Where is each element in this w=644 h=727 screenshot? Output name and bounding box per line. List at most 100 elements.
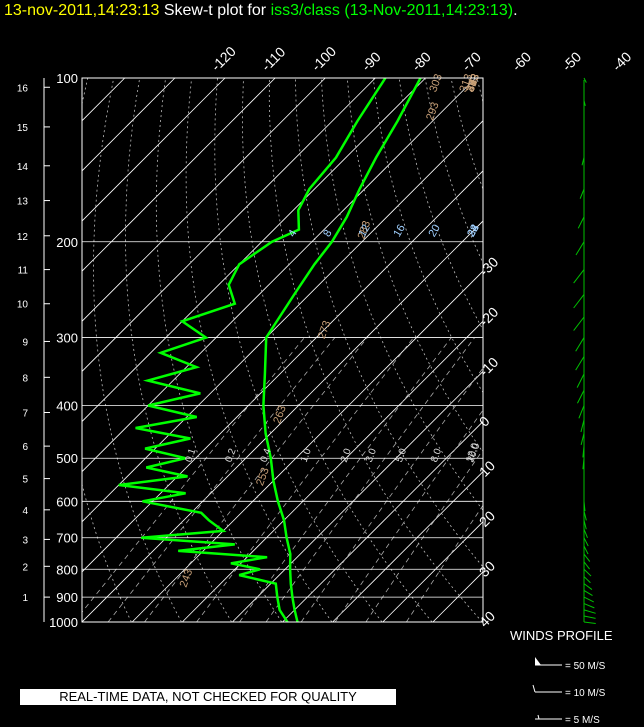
pressure-tick-label: 700 [56, 531, 78, 546]
winds-profile-title: WINDS PROFILE [510, 628, 613, 643]
mixing-ratio-label: 3.0 [364, 447, 379, 464]
top-temperature-label: -50 [559, 48, 585, 74]
isotherm-line [82, 120, 483, 523]
height-tick-label: 9 [22, 337, 28, 348]
mixing-ratio-line [406, 504, 483, 622]
dry-adiabat-grid [82, 78, 644, 622]
title-suffix: . [513, 2, 518, 19]
mixing-ratio-label: 0.4 [259, 447, 274, 464]
right-temperature-label: 30 [476, 558, 498, 580]
mixing-ratio-label: 24 [465, 223, 482, 240]
isotherm-line [332, 471, 483, 622]
top-temperature-label: -110 [258, 44, 289, 75]
temperature-axis-right: -30 -20 -10 0 10 20 30 40 [476, 253, 502, 630]
mixing-ratio-label: 1.0 [299, 447, 314, 464]
mixing-ratio-label: 32 [465, 223, 482, 240]
legend-full-barb [532, 684, 536, 693]
top-temperature-label: -100 [308, 43, 339, 74]
isotherm-line [82, 78, 176, 172]
height-tick-label: 2 [22, 562, 28, 573]
wind-barb [583, 603, 595, 609]
isotherm-line [232, 370, 483, 622]
isotherm-line [82, 78, 276, 272]
pressure-tick-label: 900 [56, 590, 78, 605]
quality-warning: REAL-TIME DATA, NOT CHECKED FOR QUALITY [20, 689, 396, 705]
height-tick-label: 8 [22, 373, 28, 384]
mixing-ratio-label: 20 [426, 223, 443, 240]
pressure-tick-label: 200 [56, 235, 78, 250]
wind-barb [583, 553, 591, 562]
adiabat-label: 253 [254, 466, 272, 487]
isotherm-line [382, 521, 483, 622]
right-temperature-label: 10 [476, 457, 498, 479]
legend-half-barb [537, 714, 540, 720]
top-temperature-label: -90 [358, 48, 384, 74]
top-temperature-label: -40 [609, 48, 635, 74]
dry-adiabat-line [185, 78, 333, 622]
wind-barb [583, 537, 589, 547]
adiabat-label: 303 [427, 72, 445, 93]
wind-barb [583, 77, 587, 83]
pressure-grid [82, 77, 483, 623]
wind-barb [573, 294, 585, 309]
height-tick-label: 6 [22, 442, 28, 453]
height-tick-label: 10 [17, 300, 29, 311]
wind-barb [575, 337, 585, 352]
dry-adiabat-line [268, 78, 483, 622]
wind-barb [583, 510, 587, 521]
right-temperature-label: -10 [476, 354, 502, 380]
height-tick-label: 11 [18, 266, 29, 277]
mixing-ratio-label: 0.2 [224, 447, 239, 464]
height-tick-label: 4 [22, 506, 28, 517]
right-temperature-label: -20 [476, 304, 502, 330]
wind-barb [582, 458, 585, 470]
isotherm-line [131, 270, 483, 622]
mixing-ratio-label: 12 [356, 223, 373, 240]
wind-barb [583, 528, 588, 539]
height-tick-label: 1 [22, 593, 28, 604]
height-tick-label: 7 [22, 409, 28, 420]
temperature-axis-top: -120 -110 -100 -90 -80 -70 -60 -50 -40 [208, 43, 635, 74]
height-tick-label: 3 [22, 535, 28, 546]
pressure-tick-label: 1000 [49, 615, 78, 630]
mixing-ratio-line [107, 337, 336, 622]
wind-barb [583, 621, 596, 624]
mixing-ratio-line [144, 337, 368, 622]
top-temperature-label: -60 [509, 48, 535, 74]
pressure-axis: 100 200 300 400 500 600 700 800 900 1000 [49, 71, 78, 630]
temperature-profile [262, 78, 422, 622]
wind-legend-label: = 10 M/S [565, 688, 606, 699]
mixing-ratio-line [265, 337, 475, 622]
mixing-ratio-line [239, 337, 452, 622]
dry-adiabat-line [476, 78, 483, 104]
wind-barb [573, 316, 585, 331]
right-temperature-label: 0 [476, 413, 493, 430]
dry-adiabat-line [372, 78, 483, 394]
pressure-tick-label: 300 [56, 331, 78, 346]
mixing-ratio-line [196, 337, 414, 622]
height-tick-label: 5 [22, 475, 28, 486]
mixing-ratio-label: 5.0 [394, 447, 409, 464]
adiabat-label: 263 [271, 404, 289, 425]
top-temperature-label: -120 [208, 43, 239, 74]
wind-legend-label: = 50 M/S [565, 661, 606, 672]
dry-adiabat-line [555, 78, 644, 622]
wind-profile: WINDS PROFILE [510, 77, 613, 643]
legend-pennant [535, 657, 541, 665]
title-prefix: Skew-t plot for [163, 2, 267, 19]
mixing-ratio-line [300, 367, 483, 622]
isotherm-line [82, 78, 226, 222]
wind-barb [581, 157, 585, 166]
height-tick-label: 14 [17, 162, 29, 173]
dry-adiabat-line [125, 78, 232, 622]
dry-adiabat-line [450, 78, 483, 191]
height-tick-label: 13 [17, 197, 29, 208]
isotherm-line [82, 78, 426, 423]
isotherm-line [82, 78, 376, 372]
wind-barb [578, 405, 585, 419]
mixing-ratio-label: 8.0 [429, 447, 444, 464]
title-datetime: 13-nov-2011,14:23:13 [4, 2, 160, 19]
wind-barb [577, 216, 585, 229]
dry-adiabat-line [295, 78, 483, 568]
